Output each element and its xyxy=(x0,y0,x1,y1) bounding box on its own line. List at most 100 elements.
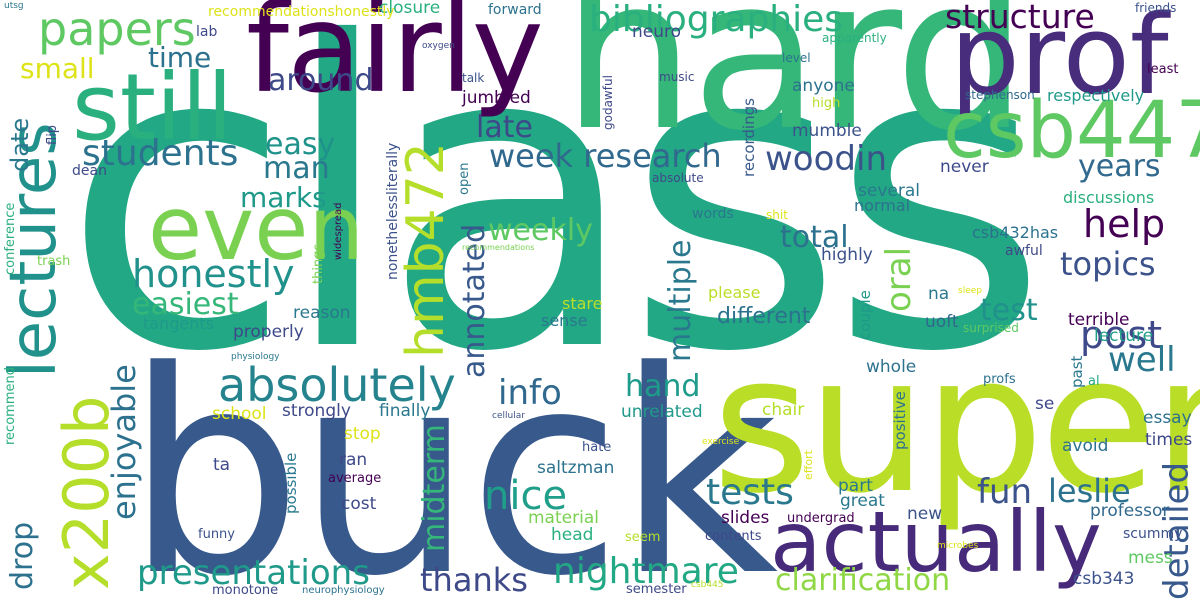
word-physiology: physiology xyxy=(231,352,280,362)
word-super: super xyxy=(712,314,1200,535)
word-hand: hand xyxy=(625,369,701,404)
word-csb432has: csb432has xyxy=(972,223,1059,242)
word-finally: finally xyxy=(379,401,431,421)
word-awful: awful xyxy=(1005,243,1043,259)
word-slides: slides xyxy=(721,508,770,528)
word-well: well xyxy=(1108,340,1176,380)
word-microbes: microbes xyxy=(937,541,979,551)
word-monotone: monotone xyxy=(212,583,279,598)
word-info: info xyxy=(498,373,562,413)
word-recommendations: recommendations xyxy=(462,243,535,252)
word-things: things xyxy=(311,243,326,284)
word-normal: normal xyxy=(854,196,911,215)
word-seem: seem xyxy=(625,530,661,545)
word-hard: hard xyxy=(562,0,1028,177)
word-topics: topics xyxy=(1060,245,1156,283)
word-weekly: weekly xyxy=(488,213,593,248)
word-couple: couple xyxy=(856,290,874,340)
word-enjoyable: enjoyable xyxy=(105,364,143,520)
word-flip: dean xyxy=(72,163,107,179)
word-oxygen: oxygen xyxy=(422,41,455,51)
word-least: least xyxy=(1147,62,1179,77)
word-still: still xyxy=(72,54,233,161)
word-ran: ran xyxy=(339,450,368,470)
word-prof: prof xyxy=(950,0,1169,119)
word-easy: easy xyxy=(265,127,336,162)
word-saltzman: saltzman xyxy=(537,458,615,478)
word-cellular: cellular xyxy=(492,411,525,421)
word-trash: trash xyxy=(37,254,71,269)
word-unrelated: unrelated xyxy=(621,402,703,422)
word-absolute: absolute xyxy=(652,171,704,185)
word-recommend: recommend xyxy=(3,367,18,445)
word-different: different xyxy=(717,304,811,329)
word-forward: forward xyxy=(488,2,542,18)
word-godawful: godawful xyxy=(601,75,615,130)
word-lecture: lecture xyxy=(1094,326,1154,346)
word-clarification: clarification xyxy=(775,563,951,598)
word-friends: friends xyxy=(1135,1,1177,15)
word-discussions: discussions xyxy=(1063,188,1155,207)
word-test: test xyxy=(980,293,1038,328)
word-oral: oral xyxy=(879,246,919,312)
word-stephenson: stephenson xyxy=(965,88,1035,102)
word-buck: buck xyxy=(125,312,778,600)
word-jumbled: jumbled xyxy=(462,88,531,108)
word-never: never xyxy=(940,157,989,177)
word-csb343: csb343 xyxy=(1073,569,1135,589)
word-late: late xyxy=(476,110,533,145)
word-nice: nice xyxy=(484,473,568,519)
word-hate: hate xyxy=(582,440,612,455)
word-exercise: exercise xyxy=(702,437,740,447)
word-al: al xyxy=(1088,374,1100,389)
word-leslie: leslie xyxy=(1048,472,1131,510)
word-average: average xyxy=(328,471,382,486)
word-great: great xyxy=(840,491,885,511)
word-high: high xyxy=(812,96,841,111)
word-professor: professor xyxy=(1090,501,1170,521)
word-multiple: multiple xyxy=(663,239,698,362)
word-post: post xyxy=(1080,313,1163,357)
word-surprised: surprised xyxy=(963,321,1019,335)
word-nightmare: nightmare xyxy=(553,551,739,592)
word-cost: cost xyxy=(341,494,377,514)
word-whole: whole xyxy=(866,357,917,377)
word-absolutely: absolutely xyxy=(218,358,456,412)
word-friend: reason xyxy=(293,303,351,323)
word-new: new xyxy=(907,504,943,524)
word-part: part xyxy=(838,476,873,496)
word-even: even xyxy=(148,177,365,280)
word-terrible: terrible xyxy=(1068,310,1130,330)
word-research: research xyxy=(583,137,722,175)
word-midterm: midterm xyxy=(417,424,452,552)
word-presentations: presentations xyxy=(137,553,370,593)
word-conference: conference xyxy=(3,202,18,275)
word-strongly: strongly xyxy=(282,401,351,421)
word-woodin: woodin xyxy=(765,139,887,179)
word-dean: lab xyxy=(196,24,218,40)
word-please: please xyxy=(708,283,761,302)
word-possible: possible xyxy=(282,452,300,514)
word-bibliographies: bibliographies xyxy=(589,0,844,40)
word-lab: recommendationshonestly xyxy=(208,4,395,20)
word-papers: papers xyxy=(38,2,196,56)
word-stop: stop xyxy=(344,424,381,444)
word-nonethelessliterally: nonethelessliterally xyxy=(385,142,401,280)
word-apparently: apparently xyxy=(822,31,887,45)
word-week-research: week research xyxy=(489,140,722,172)
word-thanks: thanks xyxy=(420,561,528,599)
word-music: music xyxy=(659,70,695,84)
word-head: head xyxy=(551,525,594,545)
word-help: help xyxy=(1083,202,1166,246)
word-uoft: uoft xyxy=(925,312,959,332)
word-reason: tangents xyxy=(143,314,214,333)
word-mess: mess xyxy=(1128,548,1173,568)
word-honestly: honestly xyxy=(132,252,295,296)
word-class: class xyxy=(62,0,1049,444)
word-week: week xyxy=(489,137,574,175)
word-highly: highly xyxy=(821,245,873,265)
word-students: students xyxy=(82,133,239,174)
word-closure: closure xyxy=(379,0,441,18)
word-total: total xyxy=(780,220,849,255)
word-csb445: csb445 xyxy=(691,580,724,590)
